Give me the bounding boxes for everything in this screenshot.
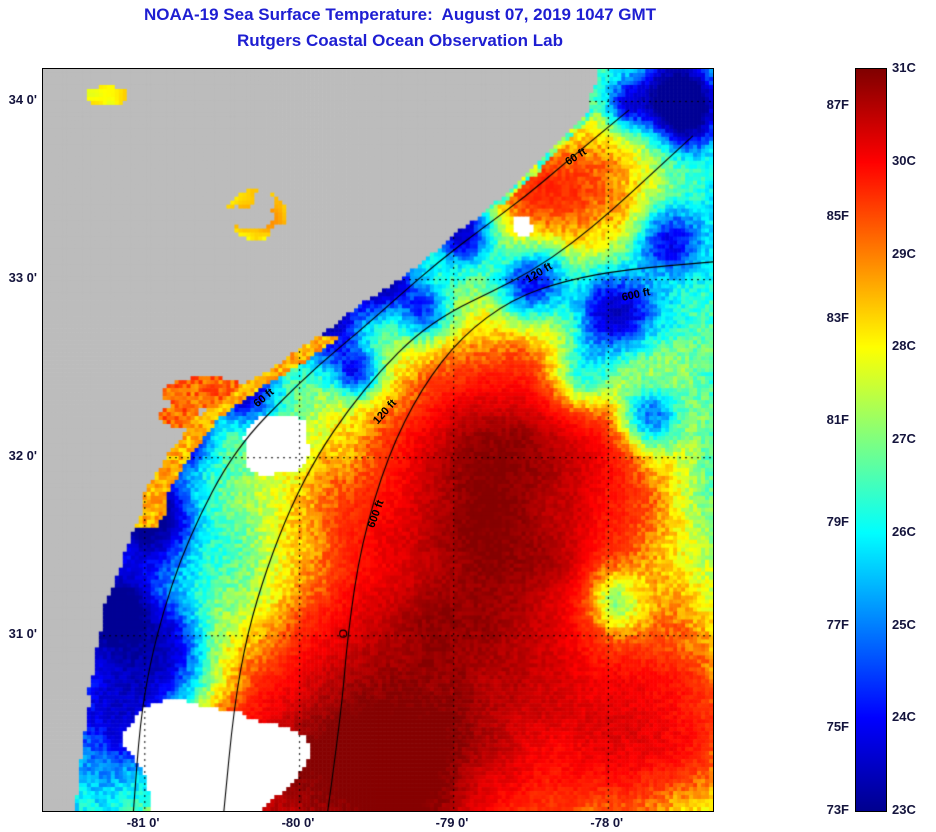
colorbar-fahrenheit-label: 77F (826, 616, 849, 632)
x-axis-tick-label: -79 0' (435, 815, 469, 830)
colorbar-celsius-label: 31C (892, 60, 916, 75)
y-axis-tick-label: 32 0' (8, 448, 37, 464)
colorbar-celsius-label: 24C (892, 709, 916, 725)
colorbar-celsius-label: 23C (892, 802, 916, 817)
colorbar-fahrenheit-label: 79F (826, 514, 849, 530)
colorbar-fahrenheit-label: 83F (826, 310, 849, 326)
colorbar-celsius-label: 30C (892, 152, 916, 168)
figure-subtitle: Rutgers Coastal Ocean Observation Lab (237, 31, 563, 50)
map-plot-area: 60 ft 120 ft 600 ft 60 ft 120 ft 600 ft (42, 68, 714, 812)
colorbar-celsius-label: 26C (892, 523, 916, 539)
colorbar (855, 68, 887, 812)
colorbar-fahrenheit-label: 85F (826, 208, 849, 224)
colorbar-celsius-label: 27C (892, 431, 916, 446)
y-axis-tick-label: 33 0' (8, 269, 37, 285)
colorbar-celsius-label: 29C (892, 245, 916, 261)
sst-raster-canvas (43, 69, 713, 811)
figure-title: NOAA-19 Sea Surface Temperature: August … (143, 5, 657, 24)
colorbar-fahrenheit-label: 81F (826, 412, 849, 428)
y-axis-tick-label: 34 0' (8, 91, 37, 107)
colorbar-fahrenheit-label: 87F (826, 97, 849, 113)
colorbar-gradient-canvas (856, 69, 886, 811)
colorbar-fahrenheit-label: 73F (826, 802, 849, 817)
x-axis-tick-label: -80 0' (281, 815, 315, 830)
colorbar-fahrenheit-label: 75F (826, 718, 849, 734)
x-axis-tick-label: -78 0' (590, 815, 624, 830)
y-axis-tick-label: 31 0' (8, 626, 37, 642)
colorbar-celsius-label: 25C (892, 616, 916, 632)
x-axis-tick-label: -81 0' (126, 815, 160, 830)
colorbar-celsius-label: 28C (892, 338, 916, 354)
